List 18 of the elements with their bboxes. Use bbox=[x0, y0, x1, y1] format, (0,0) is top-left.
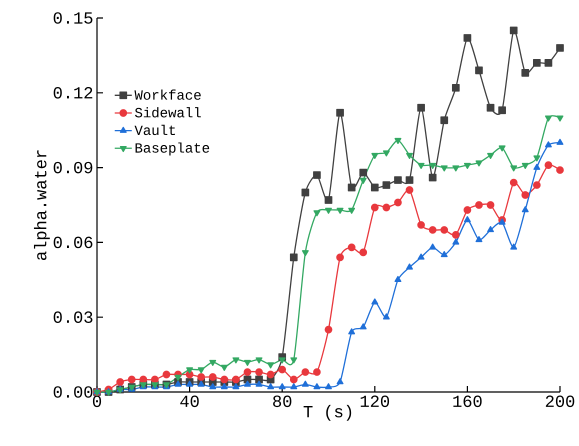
legend-label: Workface bbox=[134, 90, 201, 100]
legend-label: Vault bbox=[134, 124, 176, 136]
legend-label: Sidewall bbox=[135, 107, 201, 118]
x-tick-label: 160 bbox=[453, 396, 482, 408]
y-tick-label: 0.09 bbox=[54, 162, 92, 174]
x-axis-title: T (s) bbox=[304, 404, 352, 421]
x-tick-label: 120 bbox=[360, 396, 390, 408]
x-tick-label: 200 bbox=[546, 396, 574, 408]
y-axis-title: alpha.water bbox=[34, 150, 50, 260]
x-tick-label: 40 bbox=[180, 396, 199, 408]
y-tick-label: 0.15 bbox=[54, 12, 92, 24]
legend-label: Baseplate bbox=[136, 142, 210, 156]
y-tick-label: 0.12 bbox=[54, 87, 92, 99]
y-tick-label: 0.03 bbox=[54, 311, 92, 323]
y-tick-label: 0.06 bbox=[54, 236, 92, 248]
x-tick-label: 80 bbox=[273, 396, 292, 408]
x-tick-label: 0 bbox=[92, 396, 102, 408]
y-tick-label: 0.00 bbox=[54, 386, 92, 398]
